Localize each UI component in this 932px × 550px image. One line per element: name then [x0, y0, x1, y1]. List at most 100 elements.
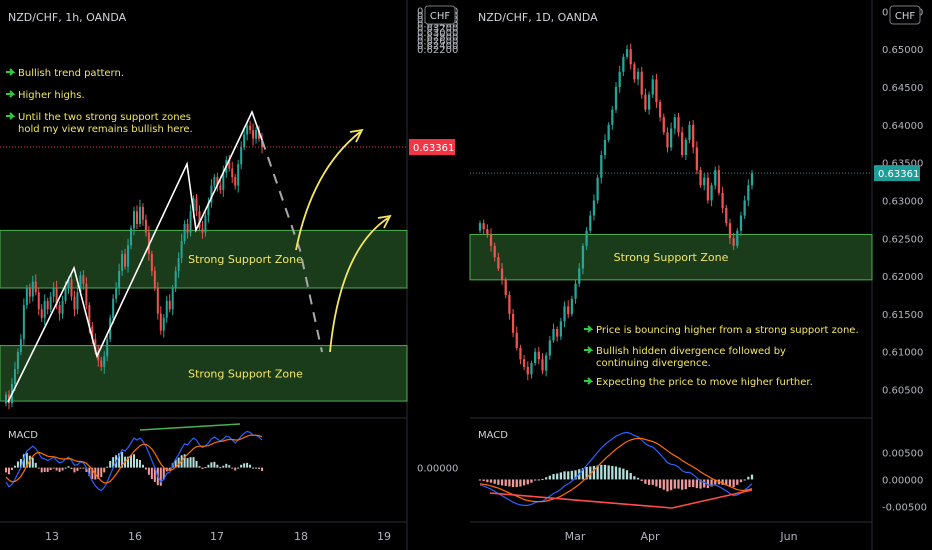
macd-tick-label: -0.00500 — [882, 502, 927, 513]
histogram-bar — [127, 456, 130, 468]
candle-body — [201, 228, 204, 233]
histogram-bar — [10, 467, 13, 470]
candle-body — [189, 211, 192, 233]
histogram-bar — [600, 464, 603, 480]
candle-body — [135, 211, 138, 224]
histogram-bar — [97, 467, 100, 480]
price-tick-label: 0.63000 — [417, 28, 458, 39]
histogram-bar — [141, 464, 144, 468]
histogram-bar — [216, 464, 219, 468]
candle-body — [500, 268, 504, 280]
histogram-bar — [482, 479, 485, 482]
histogram-bar — [725, 479, 728, 486]
histogram-bar — [692, 479, 695, 488]
histogram-bar — [213, 461, 216, 468]
current-price-label: 0.63361 — [413, 143, 454, 154]
histogram-bar — [500, 479, 504, 486]
candle-body — [600, 155, 603, 178]
histogram-bar — [40, 467, 43, 473]
candle-body — [570, 298, 574, 314]
candle-body — [121, 253, 124, 271]
histogram-bar — [5, 467, 7, 473]
histogram-bar — [240, 464, 243, 468]
x-tick-label: 16 — [128, 530, 142, 543]
histogram-bar — [688, 479, 691, 488]
histogram-bar — [258, 467, 261, 470]
histogram-bar — [7, 467, 10, 475]
annotation-text: Bullish hidden divergence followed by — [596, 346, 786, 357]
candle-body — [49, 296, 52, 310]
histogram-bar — [13, 465, 16, 468]
candle-body — [91, 326, 94, 340]
x-tick-label: Mar — [565, 530, 586, 543]
histogram-bar — [545, 477, 548, 480]
candle-body — [596, 177, 599, 201]
candle-body — [603, 139, 607, 156]
histogram-bar — [486, 479, 489, 483]
annotation-text: Price is bouncing higher from a strong s… — [596, 325, 859, 336]
candle-body — [19, 339, 22, 352]
histogram-bar — [22, 454, 25, 468]
price-tick-label: 0.63500 — [882, 159, 923, 170]
candle-body — [750, 173, 754, 186]
currency-button[interactable] — [424, 5, 456, 25]
histogram-bar — [655, 479, 658, 487]
histogram-bar — [728, 479, 732, 487]
histogram-bar — [106, 466, 109, 468]
candle-body — [76, 292, 79, 310]
histogram-bar — [88, 467, 91, 477]
panel-gap — [458, 0, 468, 550]
histogram-bar — [581, 468, 585, 480]
candle-body — [497, 257, 500, 269]
candle-body — [666, 132, 669, 148]
histogram-bar — [633, 476, 636, 480]
candle-body — [585, 230, 588, 246]
histogram-bar — [118, 453, 121, 468]
candle-body — [673, 117, 676, 129]
price-tick-label: 0.62600 — [417, 37, 458, 48]
current-price-label: 0.63361 — [878, 169, 919, 180]
currency-button[interactable] — [889, 5, 921, 25]
candle-body — [574, 283, 577, 299]
divergence-line — [139, 423, 241, 431]
histogram-bar — [73, 467, 76, 473]
panel-2: Strong Support Zone0.655000.650000.64500… — [469, 0, 927, 550]
projection-arrow-2 — [329, 217, 389, 353]
candle-body — [228, 160, 231, 169]
candle-body — [31, 281, 34, 297]
candle-body — [124, 253, 127, 267]
histogram-bar — [201, 467, 204, 470]
candle-body — [5, 394, 7, 404]
support-zone — [0, 345, 408, 402]
candle-body — [216, 177, 219, 186]
candle-body — [681, 132, 684, 156]
candle-body — [94, 339, 97, 352]
candle-body — [249, 125, 252, 131]
annotation-text: Higher highs. — [18, 90, 85, 101]
histogram-bar — [614, 466, 618, 480]
candle-body — [622, 56, 625, 72]
divergence-line — [489, 489, 753, 509]
candle-body — [607, 124, 610, 140]
candle-body — [58, 305, 61, 314]
histogram-bar — [747, 476, 750, 480]
signal-line — [5, 434, 263, 484]
macd-label: MACD — [478, 430, 508, 441]
histogram-bar — [144, 467, 147, 470]
candle-body — [644, 94, 647, 110]
histogram-bar — [192, 457, 195, 468]
histogram-bar — [695, 479, 699, 489]
histogram-bar — [563, 471, 566, 480]
histogram-bar — [234, 467, 237, 471]
histogram-bar — [611, 465, 614, 480]
price-tick-label: 0.63000 — [882, 196, 923, 207]
histogram-bar — [537, 479, 540, 481]
candle-body — [489, 234, 493, 246]
histogram-bar — [198, 466, 201, 468]
histogram-bar — [25, 452, 28, 468]
support-zone-label: Strong Support Zone — [188, 253, 303, 266]
histogram-bar — [112, 457, 115, 468]
histogram-bar — [183, 454, 186, 468]
candle-body — [515, 332, 518, 348]
macd-tick-label: 0.00500 — [882, 448, 923, 459]
